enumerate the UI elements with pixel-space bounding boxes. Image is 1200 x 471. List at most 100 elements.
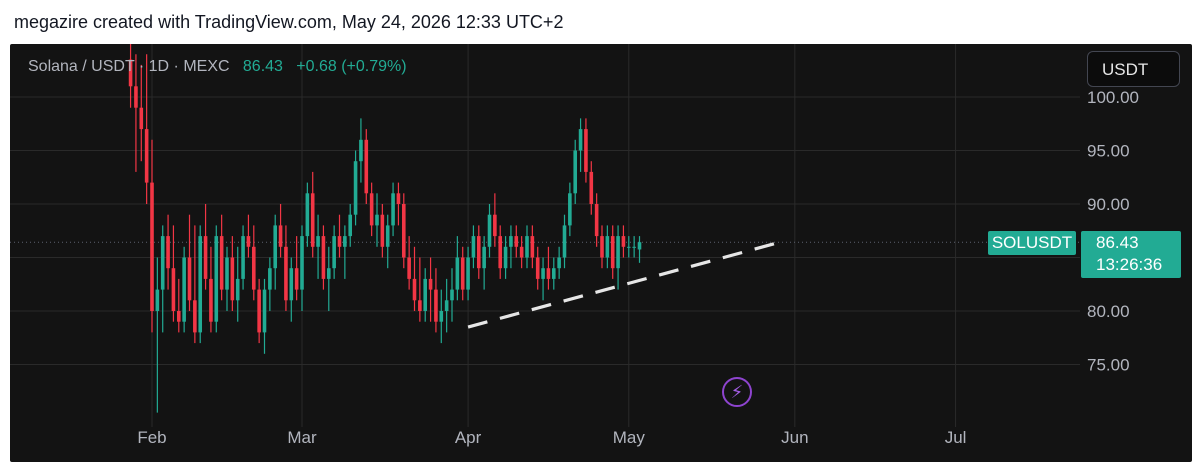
candle-body	[144, 129, 149, 183]
candle-body	[300, 236, 304, 290]
candle-body	[262, 289, 267, 333]
candle-body	[594, 204, 599, 237]
candle-body	[562, 225, 567, 258]
candle-body	[219, 236, 224, 290]
candle-body	[246, 236, 251, 247]
candle-body	[610, 236, 615, 269]
candle-body	[321, 236, 326, 279]
price-tag-countdown: 13:26:36	[1096, 255, 1163, 274]
candle-body	[503, 246, 508, 269]
candle-body	[541, 268, 545, 279]
candle-body	[316, 236, 320, 247]
x-tick-label: Feb	[137, 428, 166, 447]
candle-body	[166, 236, 170, 269]
candle-body	[589, 171, 594, 204]
candle-body	[626, 246, 631, 248]
candle-body	[348, 214, 353, 237]
y-tick-label: 90.00	[1087, 195, 1130, 214]
candle-body	[369, 193, 374, 226]
candle-body	[278, 225, 283, 247]
candle-body	[578, 129, 583, 151]
candle-body	[535, 257, 540, 279]
candle-body	[385, 225, 390, 247]
candle-body	[198, 236, 203, 333]
candle-body	[434, 289, 438, 322]
candle-body	[509, 236, 513, 247]
candle-body	[193, 300, 197, 333]
candle-body	[455, 257, 460, 290]
candle-body	[621, 236, 626, 247]
candle-body	[551, 268, 556, 279]
candle-body	[139, 107, 144, 130]
lightning-bolt-icon[interactable]: ⚡︎	[722, 377, 752, 407]
candle-body	[487, 214, 492, 247]
chart-area[interactable]: 75.00 80.00 90.00 95.00 100.00 Feb Mar Apr May J…	[10, 44, 1192, 462]
candle-body	[482, 246, 486, 269]
candle-body	[332, 236, 336, 269]
candle-body	[214, 236, 219, 322]
y-tick-label: 80.00	[1087, 302, 1130, 321]
candle-body	[235, 278, 240, 301]
symbol-legend: Solana / USDT · 1D · MEXC 86.43 +0.68 (+…	[28, 58, 407, 76]
x-tick-label: Jul	[945, 428, 967, 447]
candle-body	[343, 236, 347, 247]
candle-body	[171, 268, 176, 311]
candle-body	[203, 236, 208, 279]
candle-body	[150, 182, 154, 311]
candle-body	[396, 193, 401, 204]
candle-body	[412, 278, 417, 301]
candle-body	[364, 139, 369, 194]
candle-body	[401, 204, 406, 258]
candle-body	[514, 236, 519, 247]
attribution-text: megazire created with TradingView.com, M…	[14, 12, 564, 32]
price-axis[interactable]: 75.00 80.00 90.00 95.00 100.00	[1087, 88, 1139, 375]
candle-body	[460, 257, 465, 290]
currency-button[interactable]: USDT	[1087, 51, 1180, 87]
candle-body	[284, 246, 288, 301]
candle-body	[471, 236, 476, 258]
trendline[interactable]	[467, 240, 780, 329]
price-change: +0.68 (+0.79%)	[296, 58, 407, 75]
candle-body	[160, 236, 165, 290]
candle-body	[209, 278, 213, 322]
candle-body	[519, 246, 524, 258]
candle-body	[182, 257, 186, 322]
candle-body	[493, 214, 497, 237]
candle-body	[241, 236, 245, 279]
candle-body	[353, 161, 358, 215]
candle-body	[128, 59, 133, 87]
candle-body	[605, 236, 610, 258]
candle-body	[637, 242, 642, 250]
candle-body	[407, 257, 411, 279]
candle-body	[584, 129, 588, 172]
candle-body	[573, 150, 578, 194]
symbol-name: Solana / USDT · 1D · MEXC	[28, 58, 230, 75]
time-axis[interactable]: Feb Mar Apr May Jun Jul	[137, 428, 966, 447]
candle-body	[444, 300, 449, 311]
symbol-price-tag: SOLUSDT	[988, 231, 1076, 255]
trendline-dashed	[467, 240, 780, 329]
candle-body	[380, 214, 385, 247]
candle-body	[273, 225, 278, 269]
candle-body	[450, 289, 454, 301]
candle-body	[251, 246, 256, 290]
x-tick-label: Mar	[287, 428, 317, 447]
candle-body	[476, 236, 481, 269]
candle-body	[305, 193, 310, 237]
candle-body	[439, 311, 444, 322]
candle-body	[418, 300, 422, 311]
y-tick-label: 100.00	[1087, 88, 1139, 107]
price-chart[interactable]: 75.00 80.00 90.00 95.00 100.00 Feb Mar Apr May J…	[10, 44, 1192, 462]
candle-body	[289, 268, 294, 301]
grid-lines	[10, 44, 1080, 427]
candle-body	[225, 257, 229, 290]
candle-body	[530, 236, 535, 258]
candle-body	[310, 193, 315, 247]
candle-body	[391, 193, 395, 226]
y-tick-label: 75.00	[1087, 356, 1130, 375]
x-tick-label: May	[613, 428, 646, 447]
candle-body	[557, 257, 561, 269]
candle-body	[600, 236, 604, 258]
candle-body	[230, 257, 235, 301]
